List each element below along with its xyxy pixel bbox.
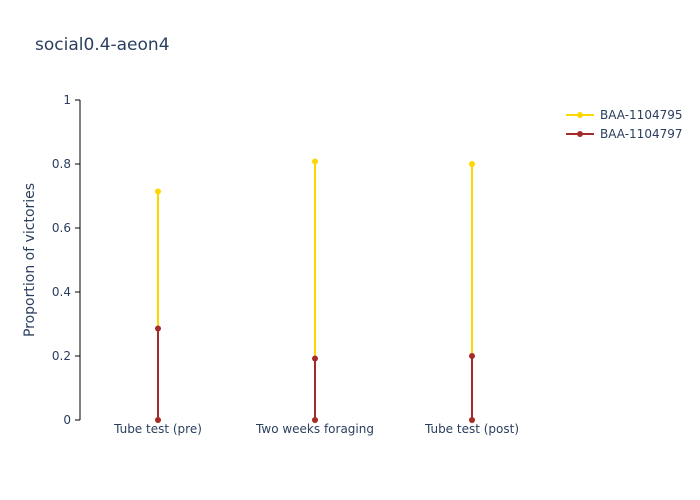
y-tick-label: 0.6 — [52, 221, 71, 235]
series-1 — [155, 325, 475, 423]
y-axis: 0 0.2 0.4 0.6 0.8 1 — [52, 93, 81, 427]
data-point — [469, 161, 475, 167]
legend-item[interactable]: BAA-1104797 — [566, 127, 683, 141]
x-tick-label: Tube test (post) — [424, 422, 519, 436]
plot-area — [155, 158, 475, 423]
x-axis-labels: Tube test (pre) Two weeks foraging Tube te… — [113, 422, 519, 436]
legend-marker — [577, 112, 583, 118]
legend-item[interactable]: BAA-1104795 — [566, 108, 683, 122]
y-tick-label: 0.2 — [52, 349, 71, 363]
data-point-base — [155, 417, 161, 423]
y-tick-label: 0.8 — [52, 157, 71, 171]
data-point-base — [312, 417, 318, 423]
x-tick-label: Tube test (pre) — [113, 422, 202, 436]
y-tick-label: 0 — [63, 413, 71, 427]
data-point — [155, 325, 161, 332]
y-tick-label: 0.4 — [52, 285, 71, 299]
data-point — [469, 353, 475, 359]
legend[interactable]: BAA-1104795 BAA-1104797 — [566, 108, 683, 141]
chart-title: social0.4-aeon4 — [35, 35, 170, 55]
data-point — [312, 158, 318, 165]
data-point — [155, 188, 161, 195]
legend-label: BAA-1104797 — [600, 127, 683, 141]
data-point-base — [469, 417, 475, 423]
y-tick-label: 1 — [63, 93, 71, 107]
legend-marker — [577, 131, 583, 137]
y-axis-title: Proportion of victories — [22, 183, 38, 337]
data-point — [312, 355, 318, 362]
x-tick-label: Two weeks foraging — [255, 422, 374, 436]
legend-label: BAA-1104795 — [600, 108, 683, 122]
